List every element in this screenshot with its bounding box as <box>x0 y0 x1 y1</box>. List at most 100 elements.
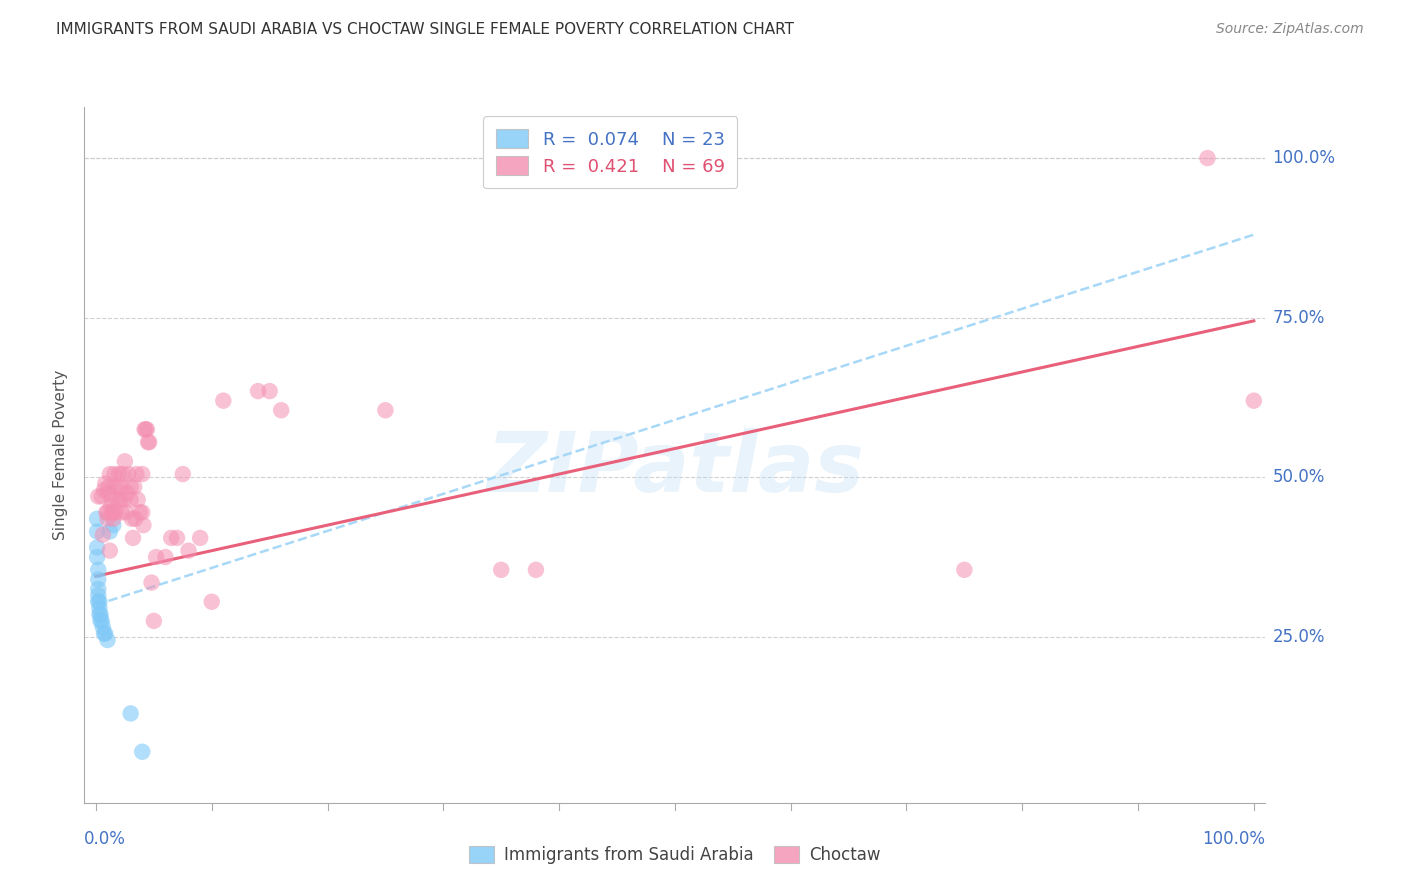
Point <box>188 531 211 545</box>
Point <box>101 492 124 507</box>
Point <box>97 486 120 500</box>
Point <box>103 518 125 533</box>
Text: 100.0%: 100.0% <box>1272 149 1336 167</box>
Point <box>1243 393 1265 408</box>
Point <box>87 573 110 587</box>
Point <box>120 492 142 507</box>
Point <box>110 505 132 519</box>
Point <box>121 512 143 526</box>
Point <box>201 595 224 609</box>
Point <box>98 543 121 558</box>
Point <box>90 614 112 628</box>
Point <box>93 483 115 497</box>
Point <box>89 595 111 609</box>
Point <box>129 505 152 519</box>
Point <box>90 607 112 622</box>
Point <box>86 524 108 539</box>
Point <box>105 492 128 507</box>
Text: ZIPatlas: ZIPatlas <box>486 428 863 509</box>
Point <box>127 492 149 507</box>
Point <box>115 486 138 500</box>
Point <box>107 480 129 494</box>
Legend: Immigrants from Saudi Arabia, Choctaw: Immigrants from Saudi Arabia, Choctaw <box>463 839 887 871</box>
Point <box>87 595 110 609</box>
Point <box>172 467 194 481</box>
Text: 50.0%: 50.0% <box>1272 468 1324 486</box>
Point <box>87 588 110 602</box>
Point <box>122 531 145 545</box>
Point <box>96 512 118 526</box>
Point <box>131 745 153 759</box>
Point <box>212 393 235 408</box>
Point <box>114 454 136 468</box>
Text: 75.0%: 75.0% <box>1272 309 1324 326</box>
Point <box>125 467 148 481</box>
Point <box>87 563 110 577</box>
Point <box>134 422 156 436</box>
Point <box>110 492 132 507</box>
Point <box>111 467 134 481</box>
Y-axis label: Single Female Poverty: Single Female Poverty <box>53 370 69 540</box>
Point <box>108 467 131 481</box>
Point <box>953 563 976 577</box>
Point <box>259 384 281 398</box>
Point <box>86 541 108 555</box>
Point <box>93 626 115 640</box>
Point <box>112 492 135 507</box>
Point <box>145 549 167 564</box>
Text: 100.0%: 100.0% <box>1202 830 1265 847</box>
Point <box>104 505 127 519</box>
Point <box>132 518 155 533</box>
Point <box>103 512 125 526</box>
Point <box>96 633 118 648</box>
Point <box>98 524 121 539</box>
Point <box>86 512 108 526</box>
Point <box>135 422 157 436</box>
Point <box>155 549 177 564</box>
Point <box>98 467 121 481</box>
Point <box>122 480 145 494</box>
Point <box>135 422 157 436</box>
Text: Source: ZipAtlas.com: Source: ZipAtlas.com <box>1216 22 1364 37</box>
Point <box>100 499 122 513</box>
Point <box>94 626 117 640</box>
Point <box>89 607 111 622</box>
Point <box>177 543 200 558</box>
Point <box>103 480 125 494</box>
Text: IMMIGRANTS FROM SAUDI ARABIA VS CHOCTAW SINGLE FEMALE POVERTY CORRELATION CHART: IMMIGRANTS FROM SAUDI ARABIA VS CHOCTAW … <box>56 22 794 37</box>
Point <box>90 490 112 504</box>
Point <box>96 505 118 519</box>
Point <box>131 467 153 481</box>
Point <box>138 435 160 450</box>
Point <box>110 480 132 494</box>
Point <box>1197 151 1219 165</box>
Point <box>141 575 163 590</box>
Point <box>374 403 396 417</box>
Point <box>89 601 111 615</box>
Text: 25.0%: 25.0% <box>1272 628 1324 646</box>
Point <box>524 563 547 577</box>
Text: 0.0%: 0.0% <box>84 830 127 847</box>
Point <box>142 614 165 628</box>
Point <box>131 505 153 519</box>
Point <box>97 480 120 494</box>
Point <box>115 505 138 519</box>
Point <box>117 467 139 481</box>
Point <box>270 403 292 417</box>
Point <box>166 531 188 545</box>
Point <box>120 480 142 494</box>
Point <box>136 435 159 450</box>
Point <box>120 706 142 721</box>
Point <box>87 582 110 596</box>
Point <box>101 505 124 519</box>
Point <box>103 505 125 519</box>
Point <box>124 512 146 526</box>
Point <box>91 527 114 541</box>
Point <box>489 563 512 577</box>
Point <box>94 476 117 491</box>
Point <box>86 549 108 564</box>
Point <box>160 531 183 545</box>
Point <box>247 384 270 398</box>
Point <box>90 614 112 628</box>
Point <box>87 490 110 504</box>
